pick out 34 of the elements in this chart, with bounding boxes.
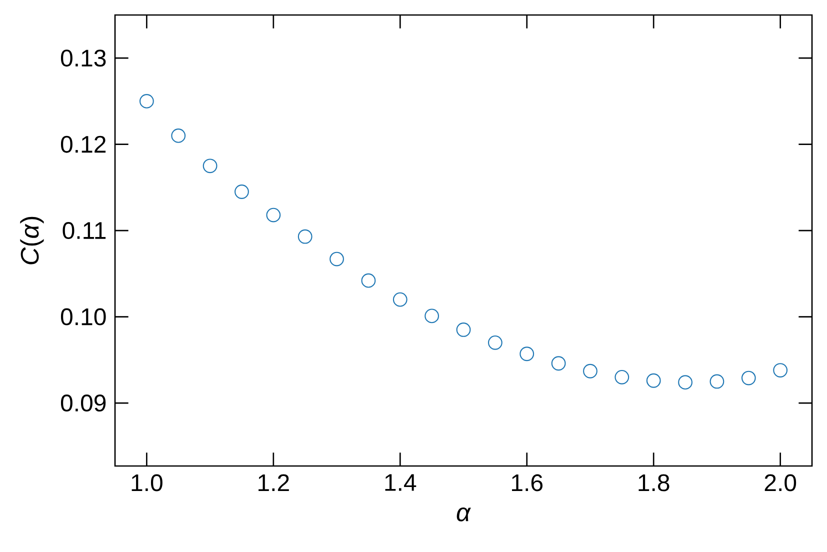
y-tick-label: 0.11 <box>62 222 106 240</box>
point <box>392 292 408 307</box>
x-tick-label: 1.8 <box>638 474 670 492</box>
point <box>488 335 502 350</box>
point <box>298 229 312 244</box>
point <box>361 273 376 288</box>
point <box>266 208 281 222</box>
y-tick-label: 0.13 <box>60 50 106 67</box>
y-tick-label: 0.09 <box>60 394 106 412</box>
point <box>583 364 598 378</box>
point <box>139 94 154 108</box>
point <box>710 374 724 389</box>
point <box>330 252 344 266</box>
point <box>773 363 788 378</box>
x-axis-title: α <box>456 508 472 522</box>
point <box>741 370 756 386</box>
point <box>234 184 249 199</box>
point <box>456 322 471 337</box>
point <box>551 356 566 371</box>
x-tick-label: 1.2 <box>258 474 289 492</box>
x-tick-label: 2.0 <box>764 474 796 492</box>
y-tick-label: 0.10 <box>60 308 106 326</box>
point <box>678 375 692 390</box>
point <box>614 370 630 384</box>
point <box>171 128 186 143</box>
x-tick-label: 1.6 <box>512 474 542 492</box>
y-tick-label: 0.12 <box>60 136 106 153</box>
point <box>424 308 440 324</box>
point <box>202 158 218 174</box>
point <box>646 373 661 388</box>
x-tick-label: 1.0 <box>132 474 162 492</box>
y-axis-title: C(α) <box>20 216 44 264</box>
point <box>520 346 534 362</box>
x-tick-label: 1.4 <box>385 474 416 491</box>
